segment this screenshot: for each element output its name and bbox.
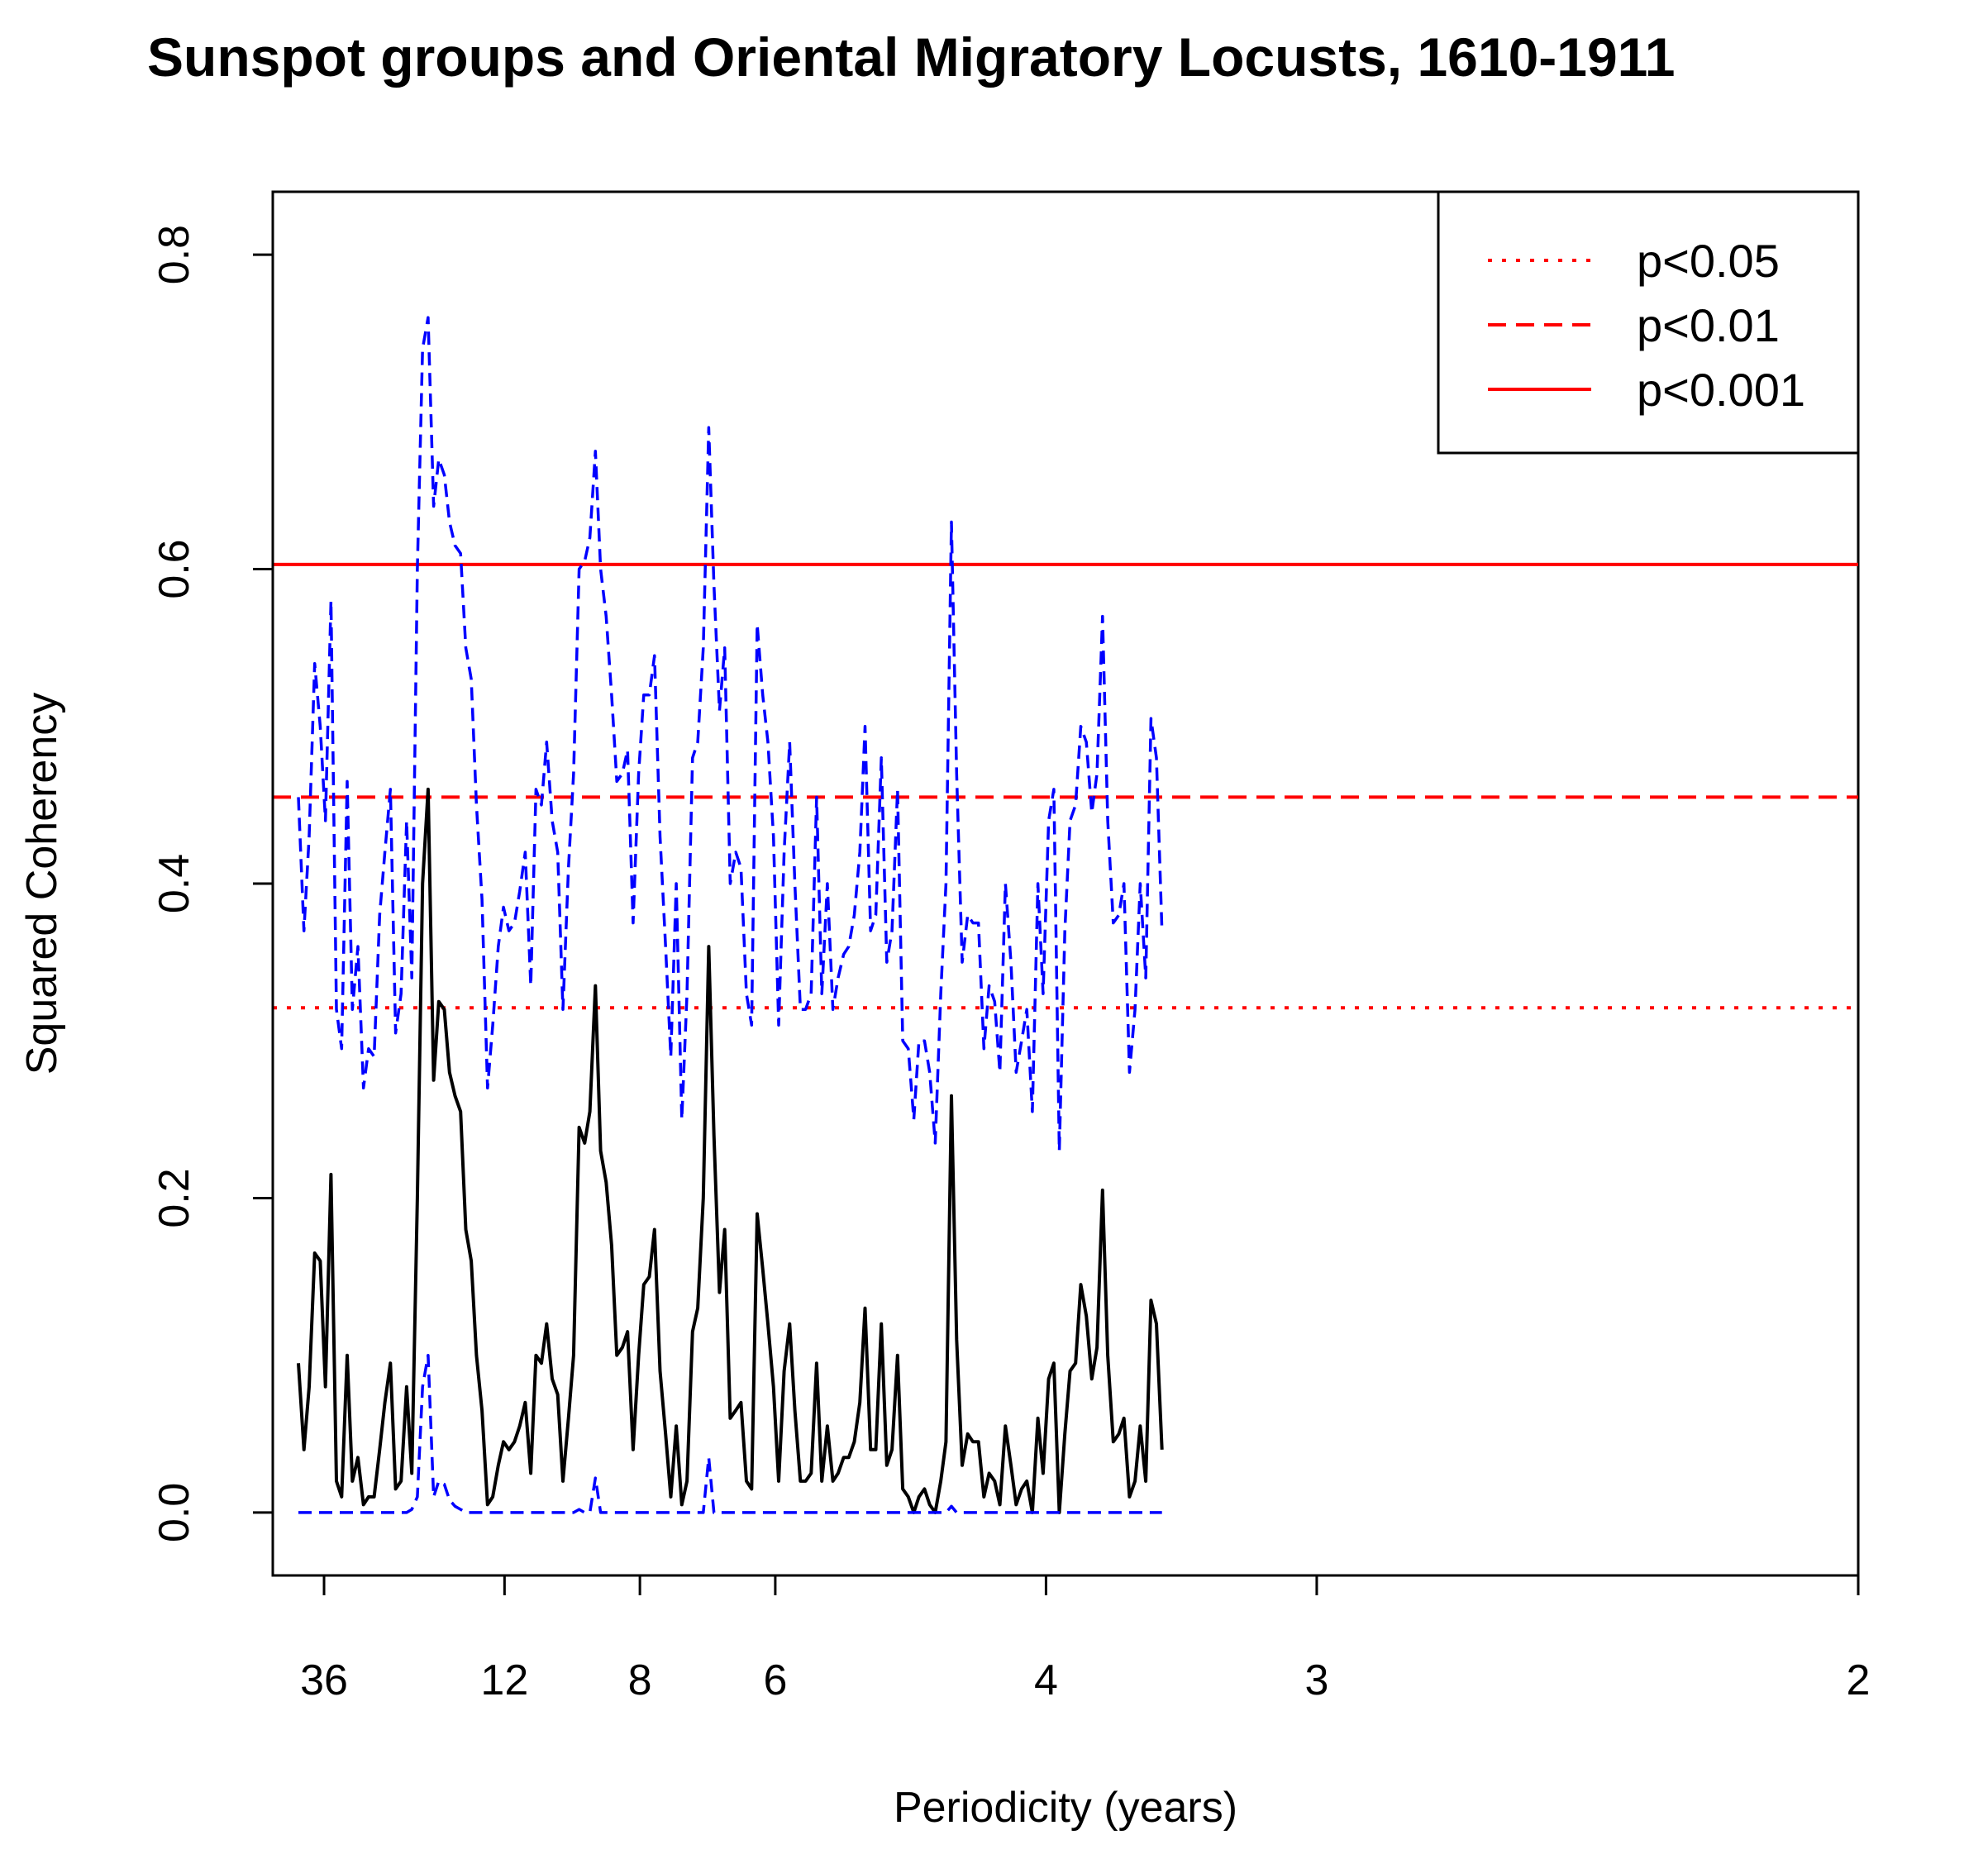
series-line-0 [297,787,1164,1514]
legend-label-2: p<0.001 [1637,364,1805,416]
y-tick-label-0: 0.0 [150,1483,198,1542]
legend-label-1: p<0.01 [1637,299,1780,351]
x-tick-label-5: 3 [1304,1656,1328,1704]
y-tick-label-2: 0.4 [150,854,198,913]
x-tick-label-1: 12 [480,1656,528,1704]
y-tick-label-3: 0.6 [150,539,198,598]
y-tick-label-1: 0.2 [150,1168,198,1227]
x-axis: 36 12 8 6 4 3 2 [300,1574,1871,1704]
x-tick-label-2: 8 [628,1656,652,1704]
legend-items: p<0.05 p<0.01 p<0.001 [1488,235,1805,416]
chart-title: Sunspot groups and Oriental Migratory Lo… [147,26,1675,88]
x-tick-label-0: 36 [300,1656,348,1704]
x-tick-label-6: 2 [1847,1656,1871,1704]
series-line-1 [297,316,1164,1153]
legend-box [1437,190,1860,455]
y-tick-label-4: 0.8 [150,225,198,284]
legend-label-0: p<0.05 [1637,235,1780,287]
x-tick-label-4: 4 [1034,1656,1058,1704]
series-line-2 [298,1353,1162,1514]
y-axis: 0.0 0.2 0.4 0.6 0.8 [150,225,274,1542]
y-axis-label: Squared Coherency [18,693,66,1075]
series-lines [297,316,1164,1514]
x-tick-label-3: 6 [763,1656,787,1704]
threshold-lines [273,562,1858,1010]
legend: p<0.05 p<0.01 p<0.001 [1437,190,1860,455]
x-axis-label: Periodicity (years) [894,1784,1237,1832]
